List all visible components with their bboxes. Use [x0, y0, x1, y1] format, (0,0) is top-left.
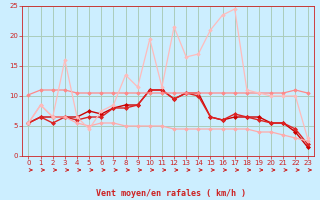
Text: Vent moyen/en rafales ( km/h ): Vent moyen/en rafales ( km/h )	[96, 189, 246, 198]
